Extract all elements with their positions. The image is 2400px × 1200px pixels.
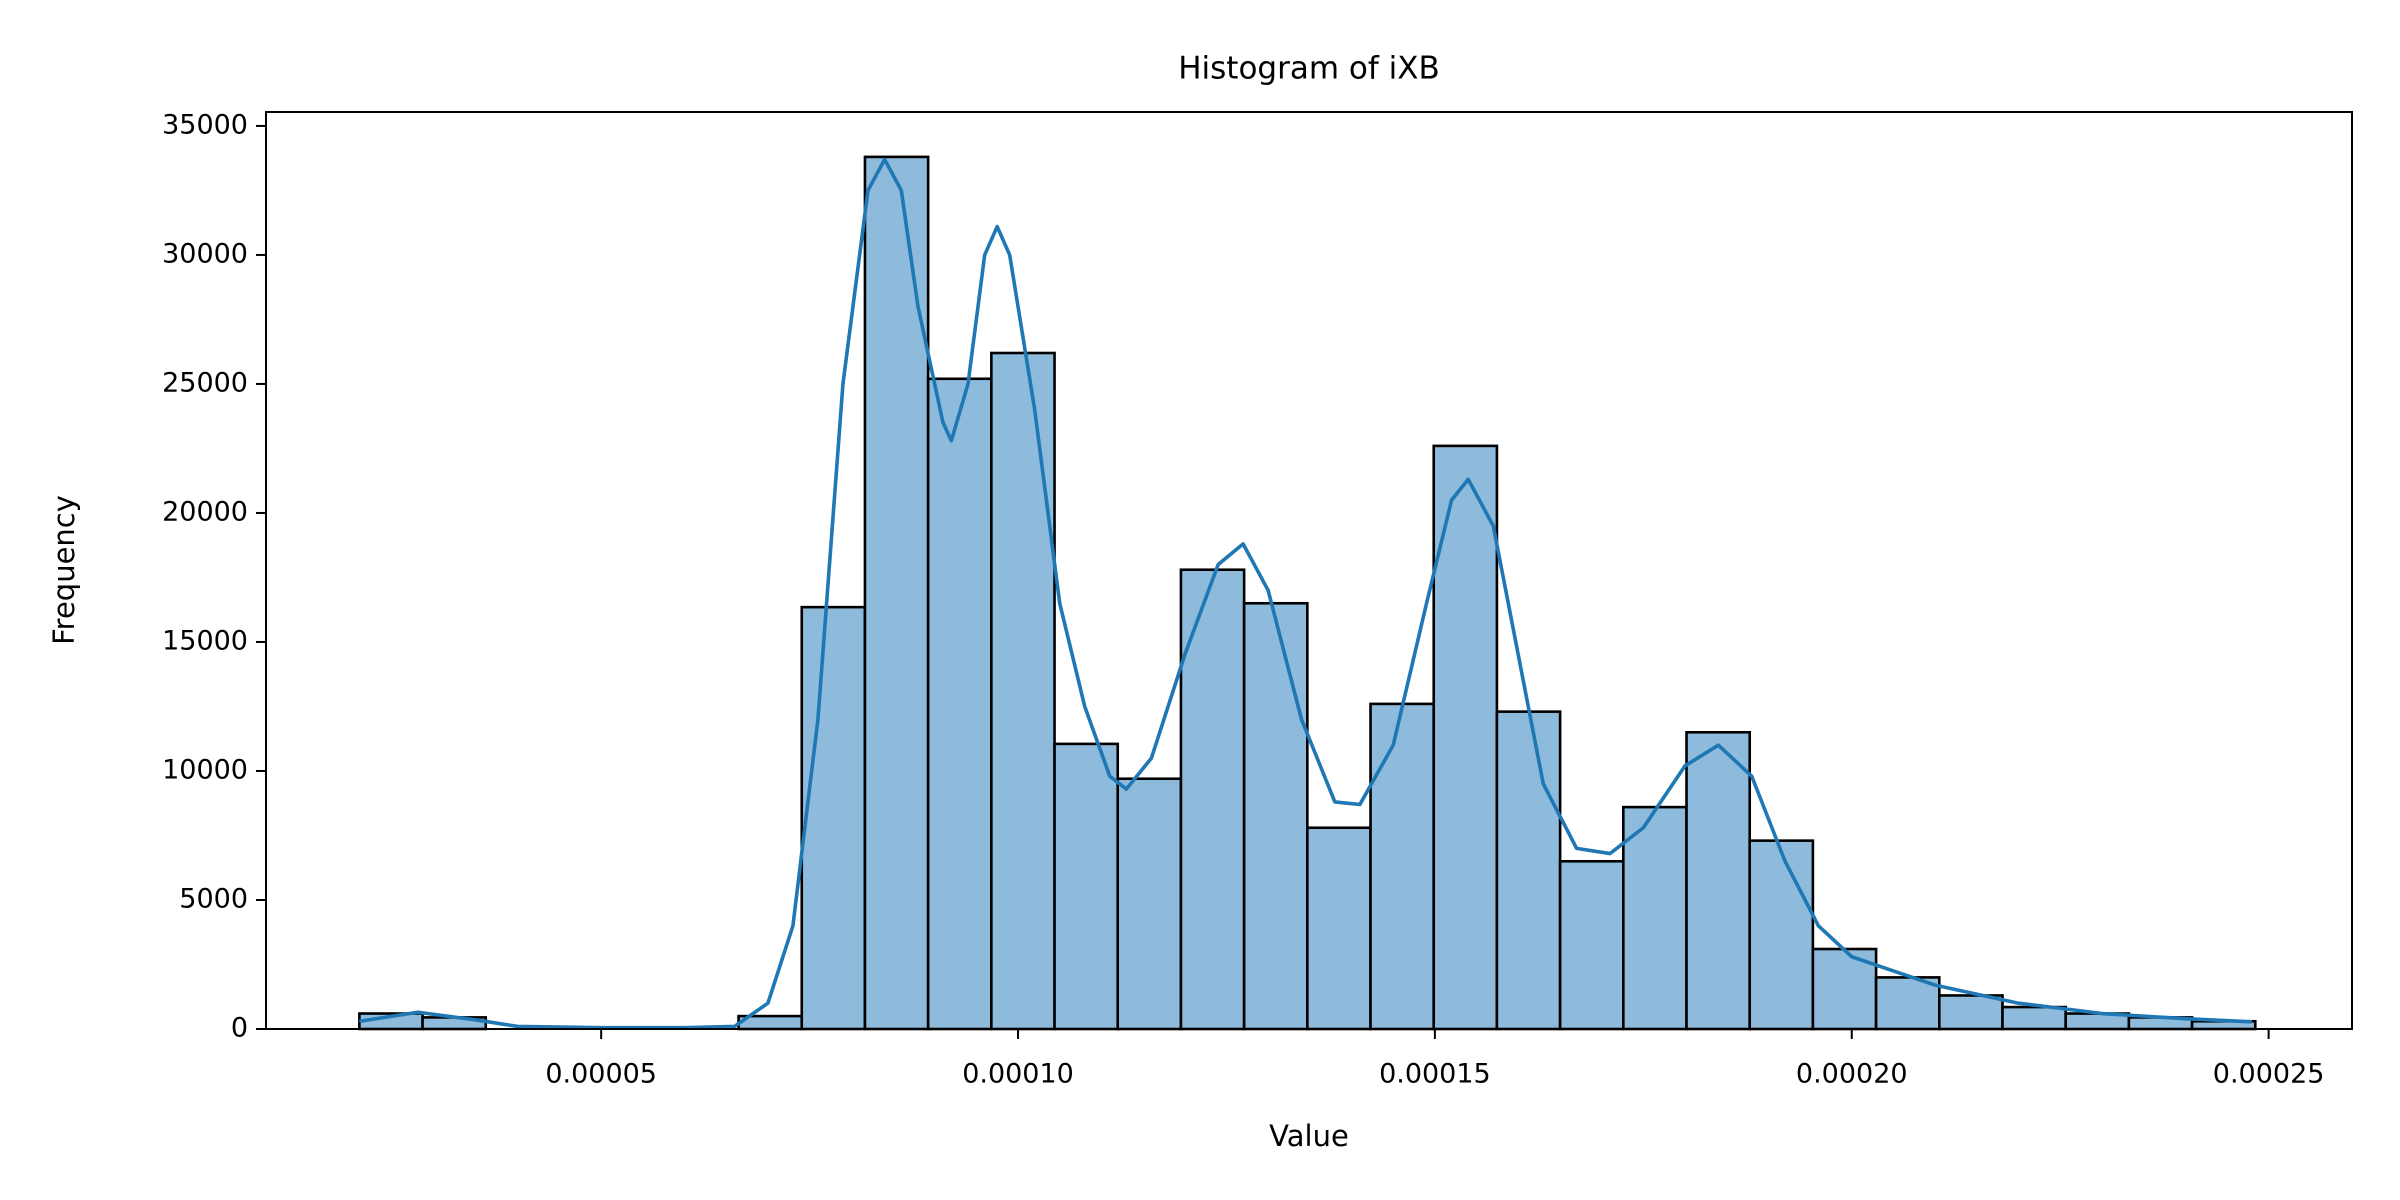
y-tick-label: 5000 (179, 883, 248, 914)
bar (926, 377, 993, 1031)
chart-title: Histogram of iXB (1178, 51, 1440, 87)
x-tick-label: 0.00020 (1796, 1059, 1908, 1090)
bar (1558, 859, 1625, 1031)
y-tick-label: 30000 (162, 238, 248, 269)
bar (800, 605, 867, 1031)
y-tick-label: 20000 (162, 496, 248, 527)
bar (1053, 742, 1120, 1031)
x-tick-label: 0.00015 (1379, 1059, 1491, 1090)
y-tick-label: 25000 (162, 367, 248, 398)
kde-line (359, 157, 2253, 1030)
bar (1432, 444, 1499, 1031)
plot-frame (265, 111, 2353, 1030)
x-tick-label: 0.00005 (545, 1059, 657, 1090)
y-axis-label: Frequency (47, 495, 81, 645)
bar (1306, 826, 1372, 1031)
bar (1116, 777, 1183, 1031)
y-tick-label: 15000 (162, 625, 248, 656)
bar (2001, 1005, 2067, 1031)
bar (1622, 805, 1688, 1031)
bar (1938, 994, 2004, 1031)
bar (1685, 730, 1752, 1031)
bar (1495, 710, 1562, 1031)
bar (863, 155, 930, 1031)
bar (990, 351, 1056, 1031)
bar (1748, 839, 1815, 1031)
bar (1242, 601, 1309, 1031)
x-tick-label: 0.00010 (962, 1059, 1074, 1090)
x-axis-label: Value (1269, 1119, 1349, 1153)
y-tick-label: 0 (231, 1013, 248, 1044)
y-tick-label: 35000 (162, 109, 248, 140)
y-tick-label: 10000 (162, 754, 248, 785)
bar (1369, 702, 1436, 1031)
x-tick-label: 0.00025 (2213, 1059, 2325, 1090)
